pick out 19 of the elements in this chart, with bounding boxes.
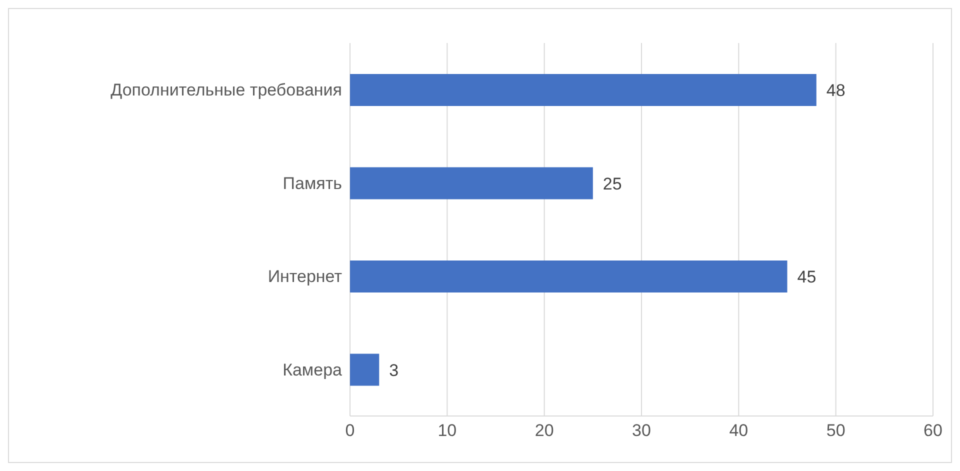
x-tick-label: 0 [345,421,355,440]
bar [350,354,380,386]
data-label: 45 [797,268,816,287]
x-tick-label: 30 [632,421,651,440]
bar [350,260,788,292]
y-tick-label: Память [282,174,342,193]
x-tick-label: 10 [438,421,457,440]
data-label: 48 [826,81,846,100]
x-tick-label: 60 [924,421,942,440]
y-tick-label: Интернет [268,267,342,286]
data-label: 25 [602,174,622,194]
bar [350,167,593,200]
y-tick-label: Дополнительные требования [110,80,342,100]
bar [350,74,816,106]
x-tick-label: 40 [729,421,748,440]
x-tick-label: 20 [534,421,554,440]
data-label: 3 [389,360,399,380]
y-tick-label: Камера [282,360,343,380]
x-tick-label: 50 [826,421,846,440]
